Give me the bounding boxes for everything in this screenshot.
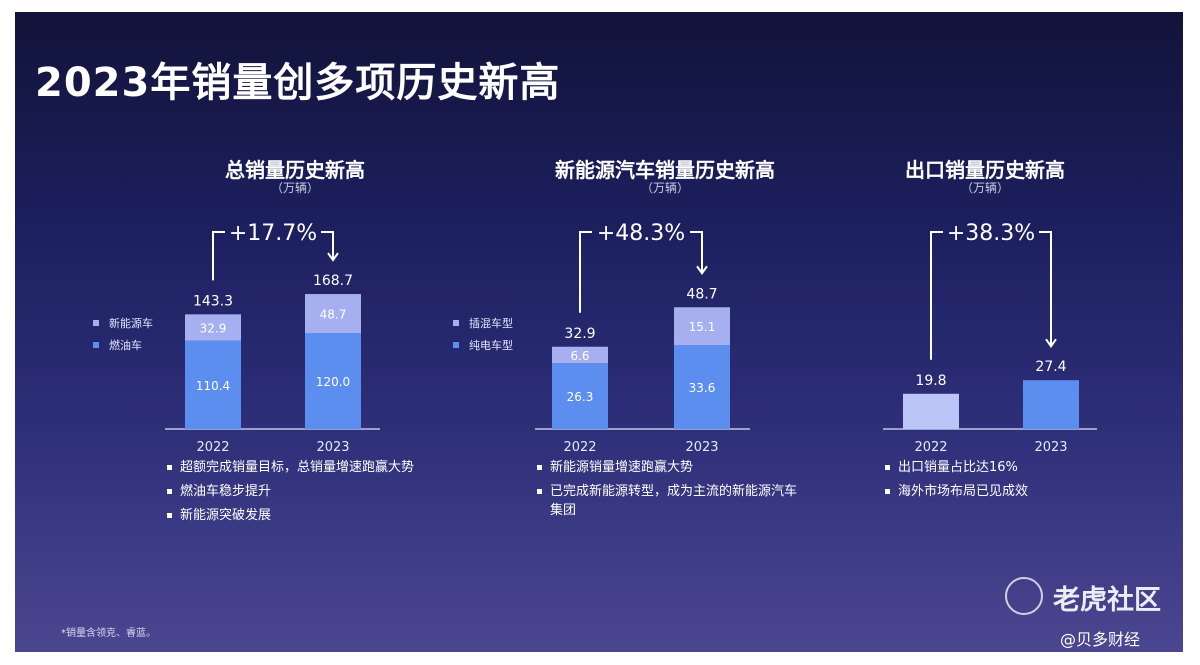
bar-segment: [674, 307, 730, 345]
bullet-text: 燃油车稳步提升: [180, 484, 272, 499]
legend-swatch: [93, 342, 99, 348]
legend-label: 纯电车型: [469, 339, 513, 352]
bullet-item: 新能源销量增速跑赢大势: [537, 458, 799, 477]
panel-3-title: 出口销量历史新高: [905, 158, 1065, 182]
bullet-item: 超额完成销量目标，总销量增速跑赢大势: [167, 458, 467, 477]
watermark-brand: 老虎社区: [1053, 585, 1161, 616]
growth-bracket: [930, 231, 1052, 360]
bar-total-label: 32.9: [564, 326, 595, 342]
bullet-text: 已完成新能源转型，成为主流的新能源汽车集团: [550, 484, 798, 518]
bar-segment: [903, 393, 959, 429]
bar-segment: [1023, 380, 1079, 429]
x-tick-label: 2023: [316, 440, 349, 455]
bullet-item: 新能源突破发展: [167, 506, 467, 525]
bullet-text: 海外市场布局已见成效: [898, 484, 1029, 499]
panel-2-unit: （万辆）: [640, 181, 689, 195]
x-tick-label: 2023: [1034, 440, 1067, 455]
bullet-dot: [537, 465, 542, 470]
bar-segment: [305, 294, 361, 333]
legend-item: 纯电车型: [453, 334, 513, 356]
footnote: *销量含领克、睿蓝。: [61, 628, 156, 639]
bullet-dot: [167, 489, 172, 494]
legend-panel-2: 插混车型 纯电车型: [453, 312, 513, 356]
bullet-text: 新能源突破发展: [180, 508, 272, 523]
bar-segment: [185, 340, 241, 429]
bar-value-label: 26.3: [567, 390, 594, 404]
legend-swatch: [453, 342, 459, 348]
bar-total-label: 27.4: [1035, 359, 1066, 375]
growth-bracket: [212, 231, 334, 281]
bar-total-label: 48.7: [686, 286, 717, 302]
bar-value-label: 15.1: [689, 320, 716, 334]
bar-value-label: 6.6: [570, 349, 589, 363]
charts-svg: 110.4 32.9 143.3 2022 120.0 48.7 168.7 2023 +17.…: [165, 221, 1097, 455]
legend-swatch: [93, 320, 99, 326]
legend-item: 插混车型: [453, 312, 513, 334]
bar-segment: [552, 363, 608, 429]
bullet-item: 海外市场布局已见成效: [885, 482, 1125, 501]
watermark-source: @贝多财经: [1060, 630, 1141, 649]
bullet-item: 燃油车稳步提升: [167, 482, 467, 501]
arrow-head-icon: [1045, 338, 1057, 348]
tiger-logo-icon: [1005, 577, 1043, 615]
legend-item: 燃油车: [93, 334, 153, 356]
x-tick-label: 2022: [914, 440, 947, 455]
slide: 2023年销量创多项历史新高 总销量历史新高 （万辆） 新能源汽车销量历史新高 …: [15, 12, 1183, 652]
bullet-item: 出口销量占比达16%: [885, 458, 1125, 477]
bar-value-label: 110.4: [196, 379, 230, 393]
arrow-head-icon: [327, 252, 339, 262]
bullet-dot: [885, 489, 890, 494]
bar-total-label: 143.3: [193, 293, 233, 309]
bar-value-label: 33.6: [689, 381, 716, 395]
bullets-panel-1: 超额完成销量目标，总销量增速跑赢大势 燃油车稳步提升 新能源突破发展: [167, 458, 467, 530]
bullet-dot: [885, 465, 890, 470]
bar-total-label: 168.7: [313, 273, 353, 289]
bullet-text: 出口销量占比达16%: [898, 460, 1018, 475]
bar-segment: [185, 314, 241, 341]
panel-2-title: 新能源汽车销量历史新高: [555, 158, 775, 182]
arrow-head-icon: [696, 265, 708, 275]
bar-value-label: 32.9: [200, 322, 227, 336]
legend-swatch: [453, 320, 459, 326]
growth-bracket: [579, 231, 703, 313]
panel-3-unit: （万辆）: [960, 181, 1009, 195]
panel-1-title: 总销量历史新高: [225, 158, 365, 182]
page-title: 2023年销量创多项历史新高: [35, 60, 561, 106]
legend-label: 新能源车: [109, 317, 153, 330]
bullet-dot: [167, 513, 172, 518]
growth-label: +17.7%: [229, 221, 317, 246]
bar-value-label: 48.7: [320, 308, 347, 322]
bullets-panel-3: 出口销量占比达16% 海外市场布局已见成效: [885, 458, 1125, 506]
x-tick-label: 2022: [563, 440, 596, 455]
panel-1-unit: （万辆）: [270, 181, 319, 195]
bar-segment: [674, 345, 730, 429]
bullet-text: 新能源销量增速跑赢大势: [550, 460, 694, 475]
bullet-text: 超额完成销量目标，总销量增速跑赢大势: [180, 460, 415, 475]
legend-item: 新能源车: [93, 312, 153, 334]
legend-panel-1: 新能源车 燃油车: [93, 312, 153, 356]
x-tick-label: 2023: [685, 440, 718, 455]
bullet-dot: [537, 489, 542, 494]
bullets-panel-2: 新能源销量增速跑赢大势 已完成新能源转型，成为主流的新能源汽车集团: [537, 458, 799, 525]
legend-label: 燃油车: [109, 339, 142, 352]
legend-label: 插混车型: [469, 317, 513, 330]
bullet-dot: [167, 465, 172, 470]
growth-label: +48.3%: [597, 221, 685, 246]
bar-value-label: 120.0: [316, 375, 350, 389]
bar-total-label: 19.8: [915, 373, 946, 389]
x-tick-label: 2022: [196, 440, 229, 455]
bar-segment: [305, 333, 361, 429]
growth-label: +38.3%: [947, 221, 1035, 246]
bar-segment: [552, 346, 608, 364]
bullet-item: 已完成新能源转型，成为主流的新能源汽车集团: [537, 482, 799, 520]
